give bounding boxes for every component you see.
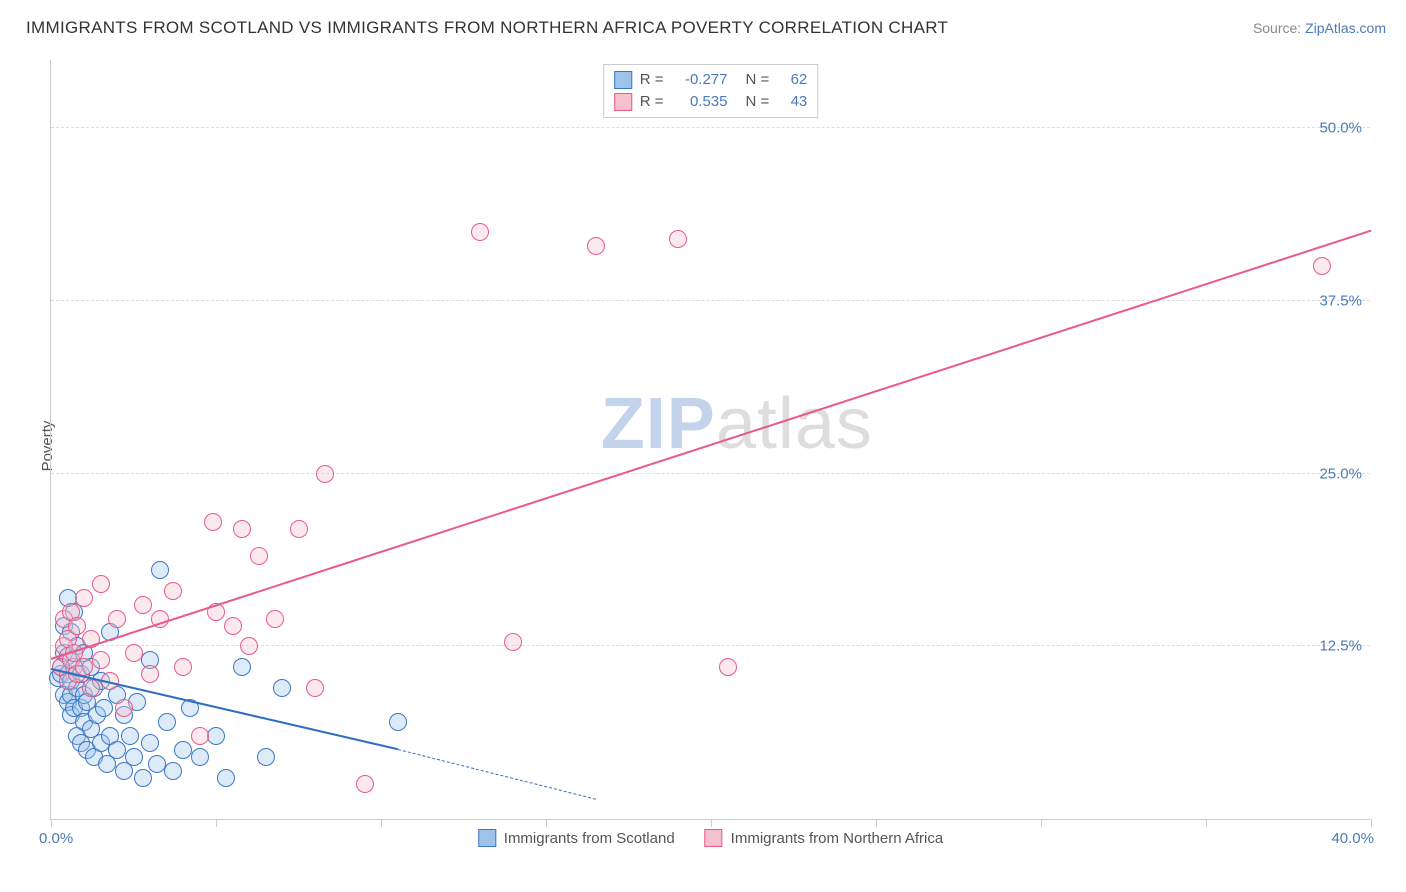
data-point xyxy=(82,679,100,697)
r-label: R = xyxy=(640,91,664,113)
data-point xyxy=(95,699,113,717)
source-link[interactable]: ZipAtlas.com xyxy=(1305,20,1386,36)
data-point xyxy=(174,658,192,676)
data-point xyxy=(1313,257,1331,275)
data-point xyxy=(141,665,159,683)
data-point xyxy=(250,547,268,565)
data-point xyxy=(240,637,258,655)
data-point xyxy=(125,748,143,766)
y-axis-tick-label: 37.5% xyxy=(1319,292,1362,309)
data-point xyxy=(75,589,93,607)
x-axis-tick xyxy=(1371,819,1372,827)
legend-label-scotland: Immigrants from Scotland xyxy=(504,830,675,847)
x-axis-max-label: 40.0% xyxy=(1331,830,1374,847)
y-axis-tick-label: 12.5% xyxy=(1319,638,1362,655)
gridline xyxy=(51,300,1370,301)
swatch-northern-africa xyxy=(705,829,723,847)
x-axis-tick xyxy=(1041,819,1042,827)
x-axis-tick xyxy=(1206,819,1207,827)
data-point xyxy=(151,561,169,579)
data-point xyxy=(224,617,242,635)
data-point xyxy=(207,727,225,745)
data-point xyxy=(134,769,152,787)
data-point xyxy=(164,582,182,600)
data-point xyxy=(273,679,291,697)
watermark-prefix: ZIP xyxy=(601,384,716,464)
x-axis-tick xyxy=(381,819,382,827)
data-point xyxy=(290,520,308,538)
swatch-scotland xyxy=(614,71,632,89)
y-axis-tick-label: 50.0% xyxy=(1319,120,1362,137)
swatch-scotland xyxy=(478,829,496,847)
gridline xyxy=(51,473,1370,474)
n-value-scotland: 62 xyxy=(777,69,807,91)
data-point xyxy=(191,748,209,766)
n-value-northern-africa: 43 xyxy=(777,91,807,113)
trend-line xyxy=(51,230,1372,660)
chart-title: IMMIGRANTS FROM SCOTLAND VS IMMIGRANTS F… xyxy=(26,18,948,38)
series-legend: Immigrants from Scotland Immigrants from… xyxy=(478,829,943,847)
data-point xyxy=(204,513,222,531)
gridline xyxy=(51,127,1370,128)
data-point xyxy=(125,644,143,662)
swatch-northern-africa xyxy=(614,93,632,111)
data-point xyxy=(148,755,166,773)
n-label: N = xyxy=(746,69,770,91)
data-point xyxy=(115,699,133,717)
data-point xyxy=(504,633,522,651)
legend-row-scotland: R = -0.277 N = 62 xyxy=(614,69,808,91)
legend-label-northern-africa: Immigrants from Northern Africa xyxy=(731,830,944,847)
data-point xyxy=(233,520,251,538)
data-point xyxy=(587,237,605,255)
data-point xyxy=(121,727,139,745)
data-point xyxy=(306,679,324,697)
data-point xyxy=(356,775,374,793)
watermark-suffix: atlas xyxy=(716,384,873,464)
r-value-scotland: -0.277 xyxy=(672,69,728,91)
data-point xyxy=(316,465,334,483)
x-axis-tick xyxy=(711,819,712,827)
data-point xyxy=(669,230,687,248)
data-point xyxy=(108,741,126,759)
scatter-chart: ZIPatlas R = -0.277 N = 62 R = 0.535 N =… xyxy=(50,60,1370,820)
legend-row-northern-africa: R = 0.535 N = 43 xyxy=(614,91,808,113)
legend-item-northern-africa: Immigrants from Northern Africa xyxy=(705,829,944,847)
data-point xyxy=(134,596,152,614)
data-point xyxy=(389,713,407,731)
legend-item-scotland: Immigrants from Scotland xyxy=(478,829,675,847)
trend-line xyxy=(397,749,595,800)
x-axis-tick xyxy=(546,819,547,827)
data-point xyxy=(92,651,110,669)
data-point xyxy=(233,658,251,676)
x-axis-tick xyxy=(876,819,877,827)
data-point xyxy=(471,223,489,241)
data-point xyxy=(191,727,209,745)
x-axis-min-label: 0.0% xyxy=(39,830,73,847)
x-axis-tick xyxy=(51,819,52,827)
data-point xyxy=(217,769,235,787)
data-point xyxy=(164,762,182,780)
source-label: Source: xyxy=(1253,20,1301,36)
data-point xyxy=(92,575,110,593)
data-point xyxy=(141,734,159,752)
n-label: N = xyxy=(746,91,770,113)
y-axis-tick-label: 25.0% xyxy=(1319,465,1362,482)
data-point xyxy=(257,748,275,766)
source-attribution: Source: ZipAtlas.com xyxy=(1253,20,1386,36)
data-point xyxy=(266,610,284,628)
r-label: R = xyxy=(640,69,664,91)
correlation-legend: R = -0.277 N = 62 R = 0.535 N = 43 xyxy=(603,64,819,118)
x-axis-tick xyxy=(216,819,217,827)
data-point xyxy=(158,713,176,731)
watermark: ZIPatlas xyxy=(601,383,873,465)
data-point xyxy=(108,610,126,628)
r-value-northern-africa: 0.535 xyxy=(672,91,728,113)
data-point xyxy=(174,741,192,759)
data-point xyxy=(719,658,737,676)
